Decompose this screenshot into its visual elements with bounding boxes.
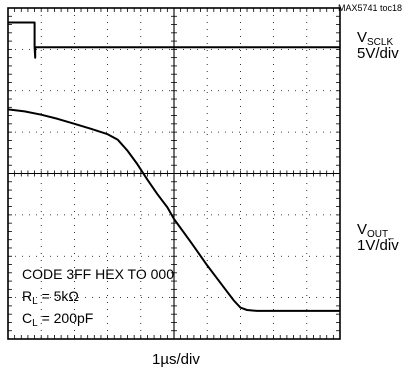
vout-scale-label: 1V/div bbox=[357, 237, 399, 254]
plot-traces bbox=[7, 21, 340, 312]
vout-trace bbox=[7, 108, 340, 312]
test-condition-load-resistance: RL = 5kΩ bbox=[22, 288, 79, 307]
sclk-trace bbox=[8, 21, 340, 59]
time-scale-label: 1µs/div bbox=[152, 351, 200, 368]
test-condition-code: CODE 3FF HEX TO 000 bbox=[22, 266, 174, 282]
test-condition-load-capacitance: CL = 200pF bbox=[22, 310, 94, 329]
sclk-scale-label: 5V/div bbox=[357, 45, 399, 62]
figure-reference-tag: MAX5741 toc18 bbox=[338, 3, 402, 13]
plot-frame bbox=[7, 7, 341, 340]
sclk-channel-label: VSCLK 5V/div bbox=[357, 29, 399, 62]
vout-channel-label: VOUT_ 1V/div bbox=[357, 221, 399, 254]
